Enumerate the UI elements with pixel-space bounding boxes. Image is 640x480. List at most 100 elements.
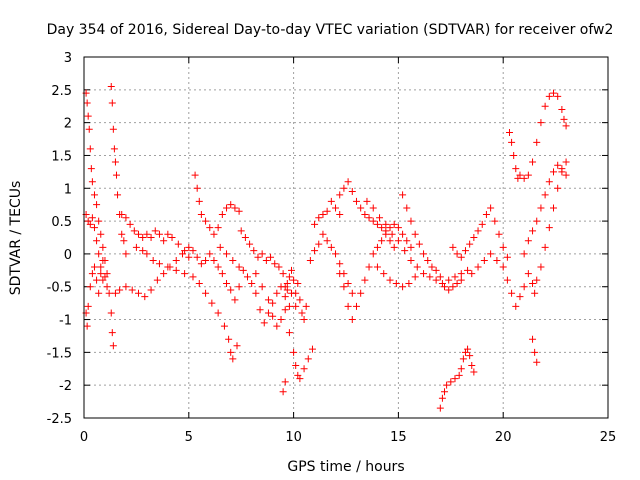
data-point (537, 263, 545, 271)
data-point (319, 230, 327, 238)
data-point (296, 375, 304, 383)
data-point (95, 250, 103, 258)
data-point (361, 276, 369, 284)
data-point (260, 319, 268, 327)
data-point (510, 151, 518, 159)
data-point (210, 256, 218, 264)
data-point (455, 371, 463, 379)
data-point (420, 270, 428, 278)
data-point (550, 204, 558, 212)
y-tick-label: 2 (64, 117, 72, 132)
data-point (149, 256, 157, 264)
data-point (392, 279, 400, 287)
data-point (491, 217, 499, 225)
data-point (508, 138, 516, 146)
data-point (323, 207, 331, 215)
data-point (468, 270, 476, 278)
data-point (275, 263, 283, 271)
data-point (411, 230, 419, 238)
data-point (112, 171, 120, 179)
data-point (464, 266, 472, 274)
data-point (172, 256, 180, 264)
data-point (292, 361, 300, 369)
data-point (376, 214, 384, 222)
data-point (264, 296, 272, 304)
data-point (323, 237, 331, 245)
data-point (246, 240, 254, 248)
data-point (399, 283, 407, 291)
data-point (95, 217, 103, 225)
data-point (541, 191, 549, 199)
data-point (348, 289, 356, 297)
data-point (443, 381, 451, 389)
data-point (139, 247, 147, 255)
data-point (369, 204, 377, 212)
data-point (95, 289, 103, 297)
data-point (181, 247, 189, 255)
data-point (459, 355, 467, 363)
y-tick-label: 2.5 (51, 84, 72, 99)
data-point (386, 276, 394, 284)
data-point (550, 168, 558, 176)
data-point (306, 256, 314, 264)
data-point (394, 224, 402, 232)
data-point (93, 276, 101, 284)
data-point (529, 227, 537, 235)
data-point (344, 302, 352, 310)
data-point (516, 293, 524, 301)
data-point (223, 250, 231, 258)
data-point (250, 247, 258, 255)
data-point (449, 283, 457, 291)
data-point (143, 250, 151, 258)
data-point (520, 250, 528, 258)
data-point (499, 243, 507, 251)
data-point (252, 289, 260, 297)
x-axis-title: GPS time / hours (287, 459, 404, 475)
data-point (296, 296, 304, 304)
y-tick-label: -1.5 (47, 346, 72, 361)
data-point (304, 355, 312, 363)
data-point (464, 345, 472, 353)
data-point (108, 329, 116, 337)
data-point (436, 404, 444, 412)
data-point (466, 352, 474, 360)
data-point (348, 316, 356, 324)
data-point (344, 178, 352, 186)
data-point (279, 270, 287, 278)
data-point (466, 240, 474, 248)
data-point (84, 302, 92, 310)
data-point (195, 279, 203, 287)
data-point (382, 220, 390, 228)
data-point (449, 243, 457, 251)
data-point (110, 145, 118, 153)
data-point (85, 125, 93, 133)
data-point (403, 237, 411, 245)
data-point (218, 211, 226, 219)
data-point (327, 243, 335, 251)
data-point (382, 230, 390, 238)
data-point (558, 168, 566, 176)
data-point (520, 174, 528, 182)
data-point (174, 240, 182, 248)
data-point (285, 302, 293, 310)
data-point (531, 348, 539, 356)
data-point (453, 279, 461, 287)
data-point (281, 378, 289, 386)
data-point (524, 270, 532, 278)
data-point (214, 263, 222, 271)
data-point (457, 253, 465, 261)
data-point (373, 243, 381, 251)
data-point (451, 375, 459, 383)
data-point (357, 289, 365, 297)
data-point (505, 128, 513, 136)
x-axis-ticks: 0 5 10 15 20 25 (80, 57, 616, 445)
data-point (283, 286, 291, 294)
data-point (107, 83, 115, 91)
data-point (218, 270, 226, 278)
data-point (461, 247, 469, 255)
data-point (445, 276, 453, 284)
data-point (132, 243, 140, 251)
data-point (332, 204, 340, 212)
data-point (197, 260, 205, 268)
data-point (541, 243, 549, 251)
